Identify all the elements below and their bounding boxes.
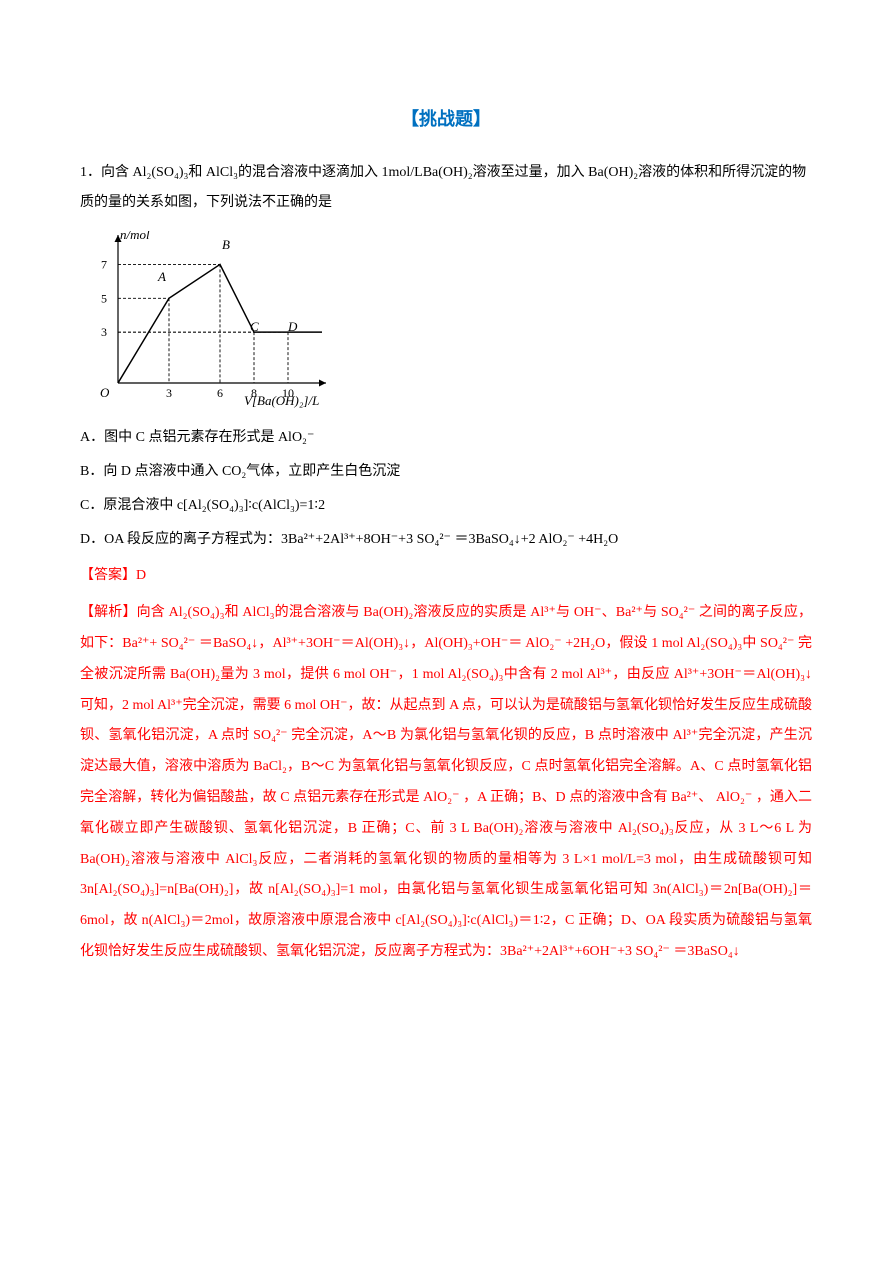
question-stem: 1．向含 Al₂(SO₄)₃和 AlCl₃的混合溶液中逐滴加入 1mol/LBa… [80, 158, 812, 220]
svg-text:B: B [222, 237, 230, 252]
svg-text:10: 10 [282, 386, 294, 400]
precipitation-chart: n/molV[Ba(OH)₂]/L35736810ABCDO [90, 231, 330, 411]
svg-text:7: 7 [101, 258, 107, 272]
svg-text:8: 8 [251, 386, 257, 400]
option-d: D．OA 段反应的离子方程式为：3Ba²⁺+2Al³⁺+8OH⁻+3 SO₄²⁻… [80, 525, 812, 556]
svg-text:3: 3 [101, 325, 107, 339]
option-c: C．原混合液中 c[Al₂(SO₄)₃]∶c(AlCl₃)=1∶2 [80, 491, 812, 522]
svg-text:D: D [287, 319, 298, 334]
svg-text:3: 3 [166, 386, 172, 400]
svg-text:O: O [100, 385, 110, 400]
option-b: B．向 D 点溶液中通入 CO₂气体，立即产生白色沉淀 [80, 457, 812, 488]
svg-text:A: A [157, 269, 166, 284]
challenge-title: 【挑战题】 [80, 100, 812, 140]
svg-text:n/mol: n/mol [120, 231, 150, 242]
explanation-text: 【解析】向含 Al₂(SO₄)₃和 AlCl₃的混合溶液与 Ba(OH)₂溶液反… [80, 598, 812, 968]
svg-text:C: C [250, 319, 259, 334]
option-a: A．图中 C 点铝元素存在形式是 AlO₂⁻ [80, 423, 812, 454]
svg-text:6: 6 [217, 386, 223, 400]
answer-label: 【答案】D [80, 561, 812, 592]
svg-text:5: 5 [101, 291, 107, 305]
